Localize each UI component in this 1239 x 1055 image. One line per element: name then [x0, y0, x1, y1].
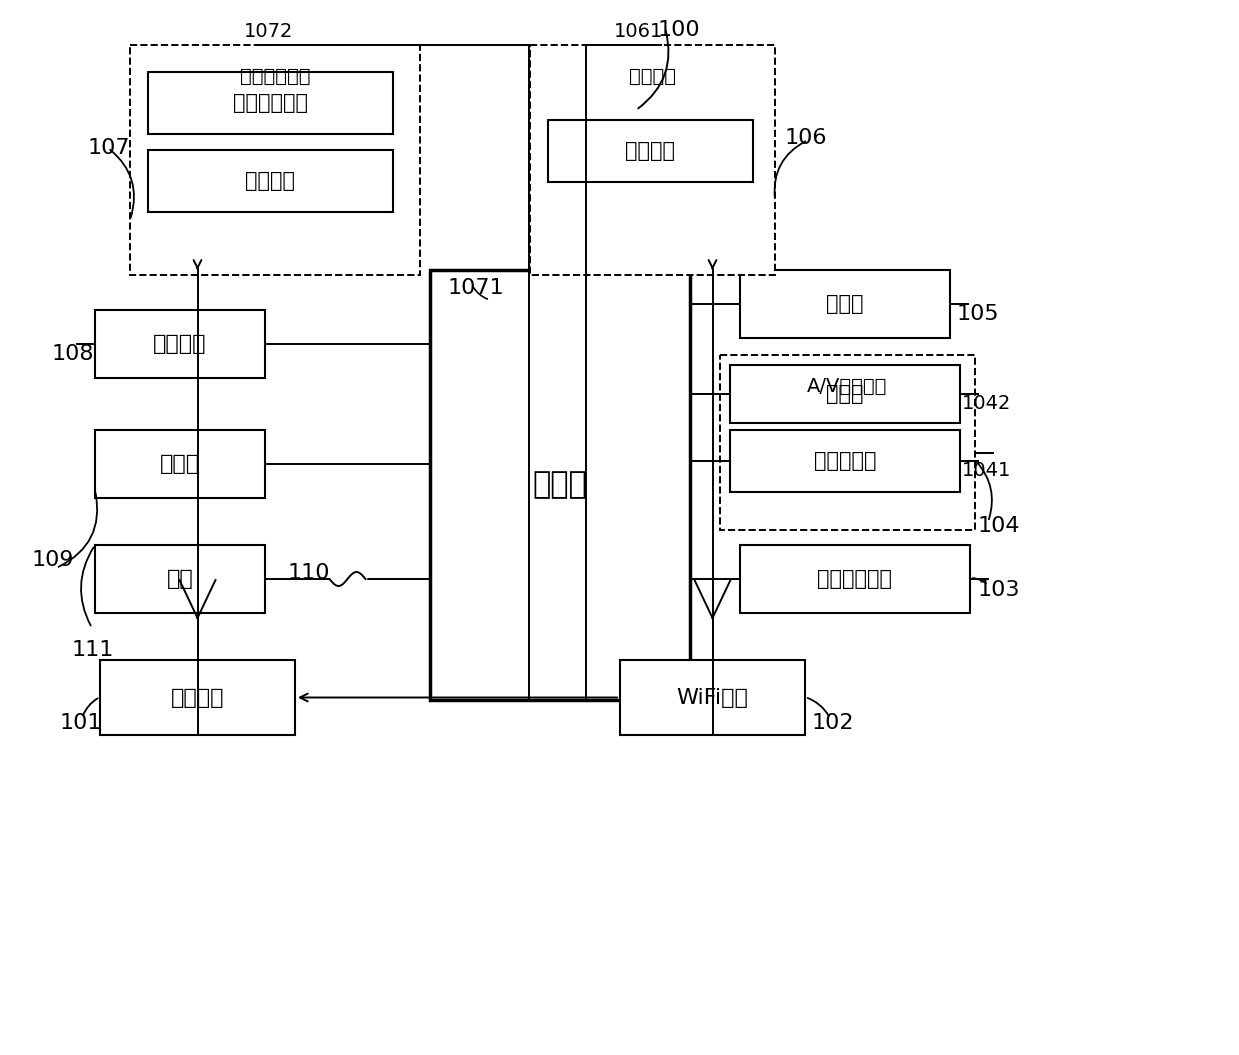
Bar	[95, 310, 265, 378]
Text: 音频输出单元: 音频输出单元	[818, 569, 892, 589]
Text: 100: 100	[658, 20, 700, 40]
Text: 用户输入单元: 用户输入单元	[240, 68, 310, 87]
Text: 射频单元: 射频单元	[171, 688, 224, 708]
Text: 1041: 1041	[961, 461, 1011, 480]
Text: 103: 103	[978, 580, 1021, 600]
Bar	[430, 270, 690, 701]
Text: 108: 108	[52, 344, 94, 364]
Bar	[740, 270, 950, 338]
Text: 触控面板: 触控面板	[245, 171, 295, 191]
Text: 1071: 1071	[449, 279, 504, 298]
Text: 105: 105	[957, 304, 1000, 324]
Text: 1061: 1061	[615, 22, 663, 41]
Bar	[100, 660, 295, 735]
Text: 101: 101	[59, 713, 103, 733]
Bar	[147, 150, 393, 212]
Text: 电源: 电源	[166, 569, 193, 589]
Text: 107: 107	[88, 138, 130, 158]
Bar	[530, 45, 776, 275]
Text: 显示面板: 显示面板	[626, 141, 675, 161]
Text: 109: 109	[32, 550, 74, 570]
Text: 传感器: 传感器	[826, 294, 864, 314]
Text: 1072: 1072	[244, 22, 294, 41]
Text: 102: 102	[812, 713, 855, 733]
Text: 106: 106	[786, 128, 828, 148]
Bar	[740, 545, 970, 613]
Bar	[720, 354, 975, 530]
Text: 110: 110	[287, 563, 331, 583]
Text: 图形处理器: 图形处理器	[814, 450, 876, 471]
Bar	[95, 430, 265, 498]
Text: 处理器: 处理器	[533, 471, 587, 499]
Bar	[730, 365, 960, 423]
Bar	[730, 430, 960, 492]
Bar	[95, 545, 265, 613]
Bar	[130, 45, 420, 275]
Text: 111: 111	[72, 640, 114, 660]
Text: A/V输入单元: A/V输入单元	[808, 377, 887, 396]
Text: 显示单元: 显示单元	[629, 68, 676, 87]
Text: 存储器: 存储器	[160, 454, 199, 474]
Text: WiFi模块: WiFi模块	[676, 688, 748, 708]
Text: 接口单元: 接口单元	[154, 334, 207, 354]
Text: 104: 104	[978, 516, 1021, 536]
Bar	[620, 660, 805, 735]
Bar	[548, 120, 753, 183]
Bar	[147, 72, 393, 134]
Text: 1042: 1042	[961, 394, 1011, 413]
Text: 其他输入设备: 其他输入设备	[233, 93, 309, 113]
Text: 麦克风: 麦克风	[826, 384, 864, 404]
